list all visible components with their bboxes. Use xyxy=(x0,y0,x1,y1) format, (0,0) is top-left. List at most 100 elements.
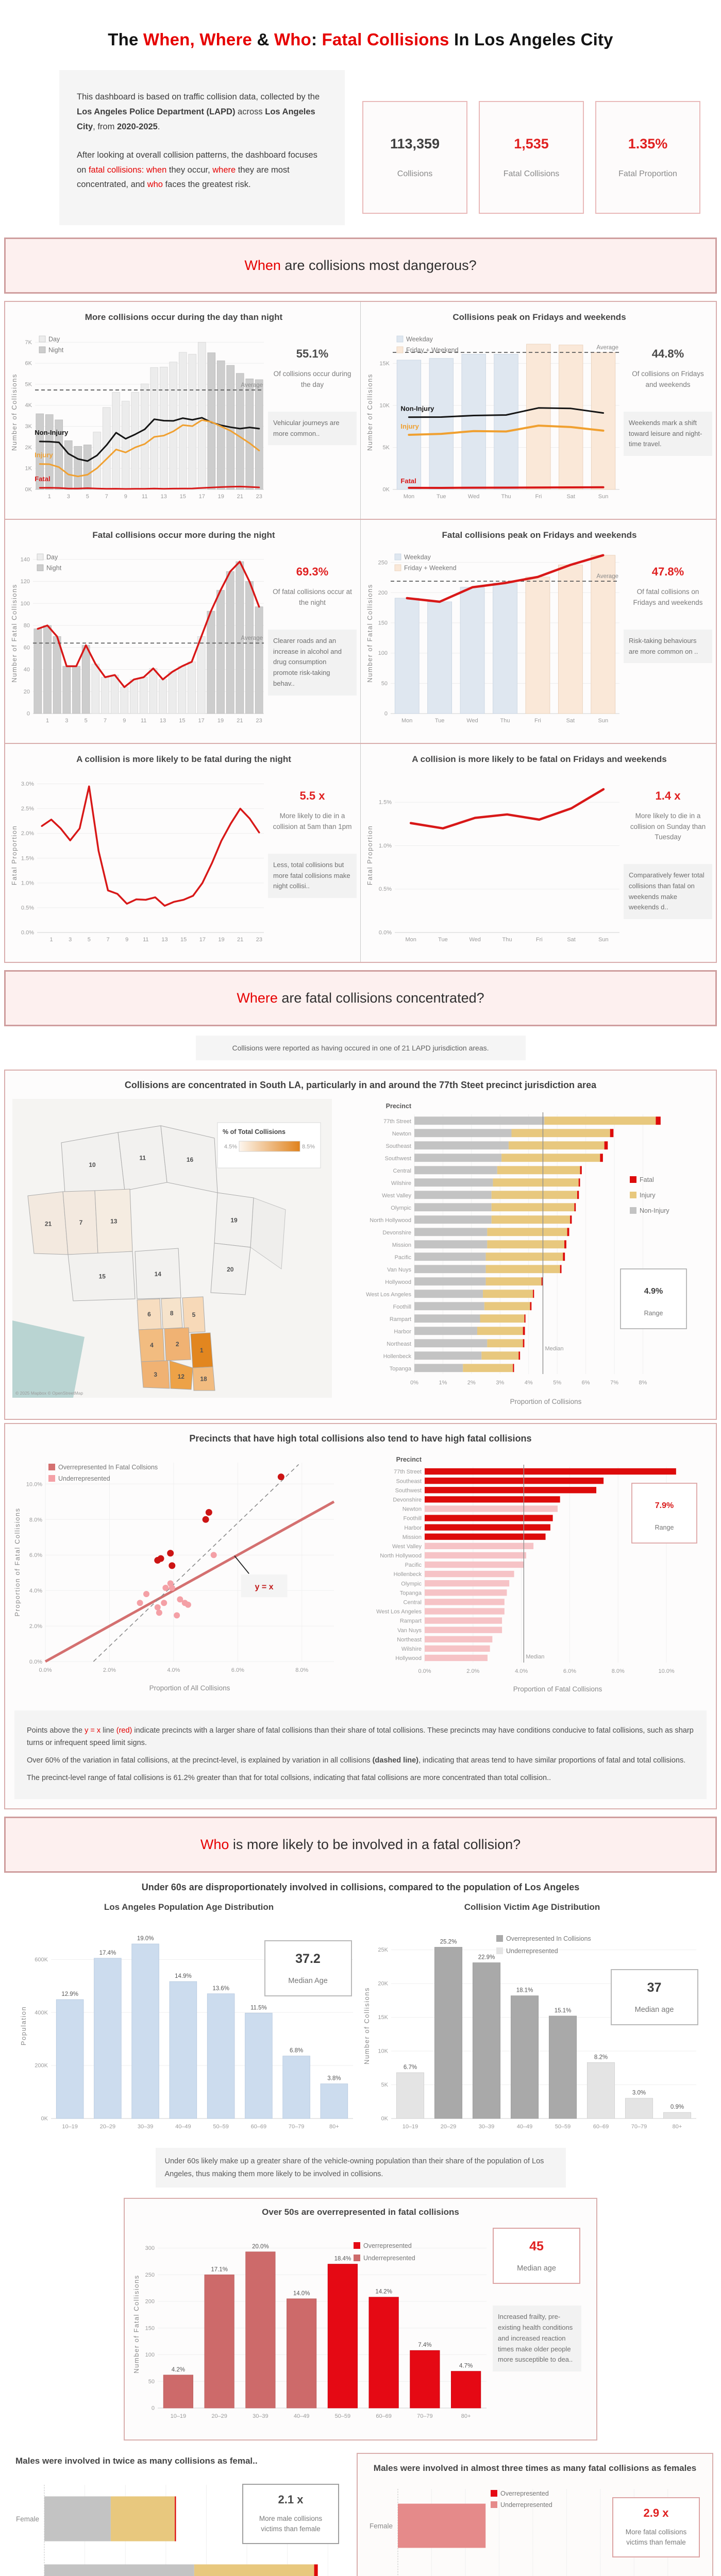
svg-text:5: 5 xyxy=(192,1311,196,1318)
svg-text:Pacific: Pacific xyxy=(405,1562,422,1568)
kpi-collisions: 113,359 Collisions xyxy=(362,101,467,214)
section-header-when: When are collisions most dangerous? xyxy=(4,238,717,294)
scatter-bullets: Points above the y = x line (red) indica… xyxy=(14,1710,707,1799)
svg-text:70–79: 70–79 xyxy=(631,2124,647,2130)
svg-text:15.1%: 15.1% xyxy=(554,2008,571,2014)
svg-text:Mission: Mission xyxy=(403,1534,422,1540)
svg-text:2.0%: 2.0% xyxy=(103,1667,116,1673)
svg-text:Sat: Sat xyxy=(566,494,575,500)
svg-text:Weekday: Weekday xyxy=(406,336,433,343)
kpi-fatal-proportion-label: Fatal Proportion xyxy=(618,170,677,179)
svg-text:Number of Fatal Collisions: Number of Fatal Collisions xyxy=(366,584,374,683)
svg-text:Weekday: Weekday xyxy=(404,554,431,561)
svg-text:0.5%: 0.5% xyxy=(21,905,34,911)
svg-text:Fatal: Fatal xyxy=(400,477,416,485)
svg-text:1.5%: 1.5% xyxy=(21,856,34,862)
svg-text:4.2%: 4.2% xyxy=(172,2367,185,2373)
gender-fatal-chart[interactable]: 0%10%20%30%40%50%60%70%80%FemaleMaleOver… xyxy=(365,2479,705,2576)
under60-title: Under 60s are disproportionately involve… xyxy=(141,1882,580,1892)
svg-text:10: 10 xyxy=(89,1161,96,1168)
precinct-collisions-chart[interactable]: Precinct 0% 1% 2% 3% 4% 5% 6% 7% 8% 77th Street New… xyxy=(337,1099,698,1411)
svg-text:Mission: Mission xyxy=(392,1242,411,1248)
svg-text:Rampart: Rampart xyxy=(390,1316,411,1323)
svg-text:Sun: Sun xyxy=(598,937,609,943)
svg-text:200: 200 xyxy=(378,590,388,596)
svg-text:12: 12 xyxy=(178,1373,185,1380)
svg-text:5K: 5K xyxy=(383,445,390,451)
chart-title: A collision is more likely to be fatal d… xyxy=(76,754,291,765)
svg-text:Average: Average xyxy=(596,573,618,580)
svg-text:2%: 2% xyxy=(467,1380,476,1386)
callout-value: 1.4 x xyxy=(655,789,681,803)
svg-text:% of Total Collisions: % of Total Collisions xyxy=(223,1128,286,1136)
svg-text:Thu: Thu xyxy=(500,718,510,724)
svg-text:1: 1 xyxy=(48,494,51,500)
svg-text:9: 9 xyxy=(123,718,126,724)
callout-value: 2.1 x xyxy=(278,2493,304,2506)
svg-text:Proportion of Fatal Collisions: Proportion of Fatal Collisions xyxy=(13,1508,21,1617)
hourly-collisions-chart[interactable]: 0K 1K 2K 3K 4K 5K 6K 7K Average Non-Injury Injury F… xyxy=(10,328,268,510)
svg-text:19: 19 xyxy=(218,937,224,943)
precinct-fatal-chart[interactable]: Precinct 0.0% 2.0% 4.0% 6.0% 8.0% 10.0% 77th St… xyxy=(347,1452,708,1697)
svg-text:West Valley: West Valley xyxy=(392,1544,422,1550)
callout-value: 2.9 x xyxy=(643,2506,669,2520)
svg-text:Median: Median xyxy=(545,1346,563,1352)
svg-text:Average: Average xyxy=(241,635,263,641)
chart-title: Collision Victim Age Distribution xyxy=(464,1902,600,1912)
kpi-collisions-label: Collisions xyxy=(397,170,433,179)
callout-caption: Of collisions occur during the day xyxy=(273,370,351,388)
kpi-collisions-value: 113,359 xyxy=(390,136,440,152)
svg-text:Number of Collisions: Number of Collisions xyxy=(10,374,18,451)
svg-text:10K: 10K xyxy=(379,403,390,409)
svg-text:Wed: Wed xyxy=(466,718,478,724)
svg-text:Injury: Injury xyxy=(640,1192,656,1199)
svg-text:150: 150 xyxy=(378,620,388,626)
svg-text:Thu: Thu xyxy=(501,494,511,500)
scatter-chart[interactable]: 0.0% 2.0% 4.0% 6.0% 8.0% 0.0% 2.0% 4.0% 6.0% 8.0%… xyxy=(12,1452,342,1697)
svg-text:4K: 4K xyxy=(25,402,32,409)
median-age-label: Median Age xyxy=(288,1976,328,1985)
svg-text:23: 23 xyxy=(256,937,262,943)
svg-text:1: 1 xyxy=(49,937,53,943)
svg-text:22.9%: 22.9% xyxy=(478,1955,495,1961)
svg-text:9: 9 xyxy=(125,937,128,943)
fatal-age-chart[interactable]: 0 50 100 150 200 250 300 4.2% 10–19 17.1% 20–29 20.… xyxy=(132,2223,493,2431)
median-age-box: 37 Median age xyxy=(610,1969,698,2025)
svg-text:6.0%: 6.0% xyxy=(563,1668,576,1674)
svg-text:0%: 0% xyxy=(410,1380,418,1386)
svg-text:0: 0 xyxy=(384,711,388,717)
svg-text:60: 60 xyxy=(24,645,30,651)
svg-text:Underrepresented: Underrepresented xyxy=(506,1947,558,1955)
svg-text:60–69: 60–69 xyxy=(593,2124,609,2130)
svg-text:0K: 0K xyxy=(41,2115,48,2122)
svg-text:15K: 15K xyxy=(379,361,390,367)
when-panel: More collisions occur during the day tha… xyxy=(4,301,717,963)
svg-text:Wilshire: Wilshire xyxy=(401,1646,422,1652)
chart-block-victim-age: Collision Victim Age Distribution 0K 5K 10… xyxy=(362,1899,702,2142)
callout-value: 44.8% xyxy=(651,347,684,361)
weekly-proportion-chart[interactable]: 0.0% 0.5% 1.0% 1.5% Mon Tue Wed Thu Fri Sat Sun Fat… xyxy=(366,770,624,953)
precinct-map[interactable]: 10 11 16 21 7 13 19 20 15 14 6 8 5 4 2 1 3 12 18% of Total… xyxy=(12,1099,332,1411)
hourly-proportion-chart[interactable]: 0.0% 0.5% 1.0% 1.5% 2.0% 2.5% 3.0% 1 3 5 7 9 11 13 15 1… xyxy=(10,770,268,953)
weekly-collisions-chart[interactable]: 0K 5K 10K 15K Average Non-Injury Injury Fatal Mo… xyxy=(366,328,624,510)
chart-note: Risk-taking behaviours are more common o… xyxy=(624,629,712,664)
svg-text:Fatal: Fatal xyxy=(35,475,50,483)
svg-text:23: 23 xyxy=(256,494,262,500)
victim-age-chart[interactable]: 0K 5K 10K 15K 20K 25K 6.7% 10–19 25.2% 20–29 22.9%… xyxy=(362,1918,702,2142)
population-age-chart[interactable]: 0K 200K 400K 600K 12.9% 10–19 17.4% 20–29 19.0% 3… xyxy=(19,1918,359,2142)
svg-text:3: 3 xyxy=(67,494,70,500)
svg-text:1.5%: 1.5% xyxy=(379,800,392,806)
weekly-fatal-chart[interactable]: 0 50 100 150 200 250 Average Mon Tue Wed Thu Fri Sat… xyxy=(366,546,624,734)
svg-text:100: 100 xyxy=(21,601,30,607)
svg-text:13: 13 xyxy=(161,494,167,500)
hourly-fatal-chart[interactable]: 0 20 40 60 80 100 120 140 Average 1 3 5 7 9 11 13 15 17 19… xyxy=(10,546,268,734)
svg-text:Newton: Newton xyxy=(392,1131,411,1137)
svg-text:Wed: Wed xyxy=(470,937,481,943)
svg-text:40–49: 40–49 xyxy=(175,2124,191,2130)
gender-collisions-chart[interactable]: 0%10%20%30%40%50%60%70%FemaleMaleFatalIn… xyxy=(8,2471,348,2576)
chart-title: More collisions occur during the day tha… xyxy=(85,312,283,323)
svg-text:8: 8 xyxy=(170,1310,174,1317)
svg-text:West Valley: West Valley xyxy=(382,1193,412,1199)
svg-text:Non-Injury: Non-Injury xyxy=(400,405,434,413)
svg-text:Sat: Sat xyxy=(567,937,576,943)
